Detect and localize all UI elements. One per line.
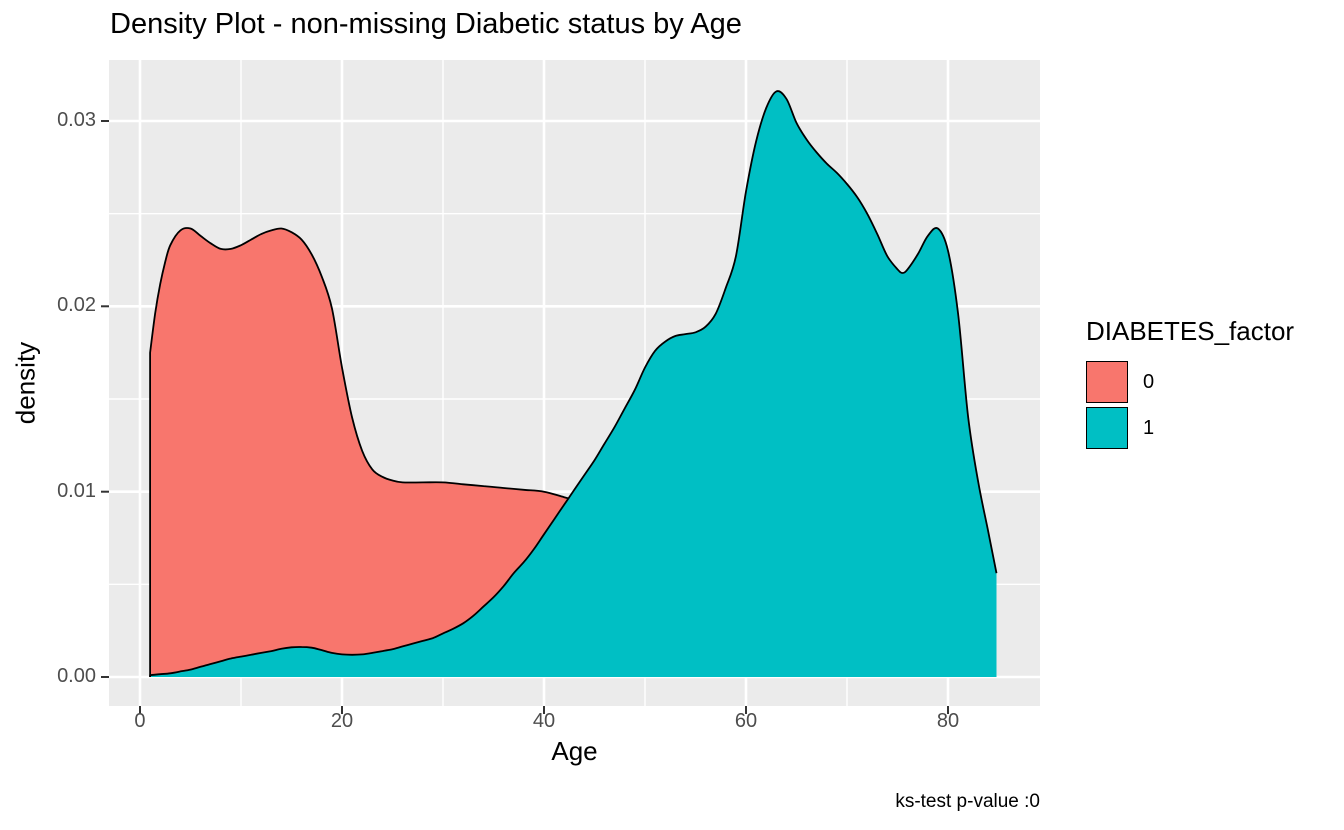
legend-title: DIABETES_factor <box>1086 316 1295 346</box>
x-tick-label: 60 <box>734 710 758 732</box>
legend-label: 1 <box>1143 416 1155 439</box>
legend-item-0: 0 <box>1086 361 1294 403</box>
y-tick-label: 0.00 <box>57 664 96 687</box>
x-tick-label: 20 <box>330 710 354 732</box>
caption: ks-test p-value :0 <box>895 791 1040 812</box>
y-tick-label: 0.01 <box>57 479 96 502</box>
y-tick-label: 0.02 <box>57 294 96 317</box>
x-tick-label: 80 <box>936 710 960 732</box>
x-tick-label: 0 <box>134 710 146 732</box>
legend-swatch <box>1086 361 1128 403</box>
legend-item-1: 1 <box>1086 407 1294 449</box>
legend-label: 0 <box>1143 370 1155 393</box>
y-tick-label: 0.03 <box>57 109 96 131</box>
legend-swatch <box>1086 407 1128 449</box>
x-axis-title: Age <box>551 736 598 766</box>
x-tick-label: 40 <box>532 710 556 732</box>
y-axis-title: density <box>10 341 41 425</box>
plot-title: Density Plot - non-missing Diabetic stat… <box>110 8 742 40</box>
